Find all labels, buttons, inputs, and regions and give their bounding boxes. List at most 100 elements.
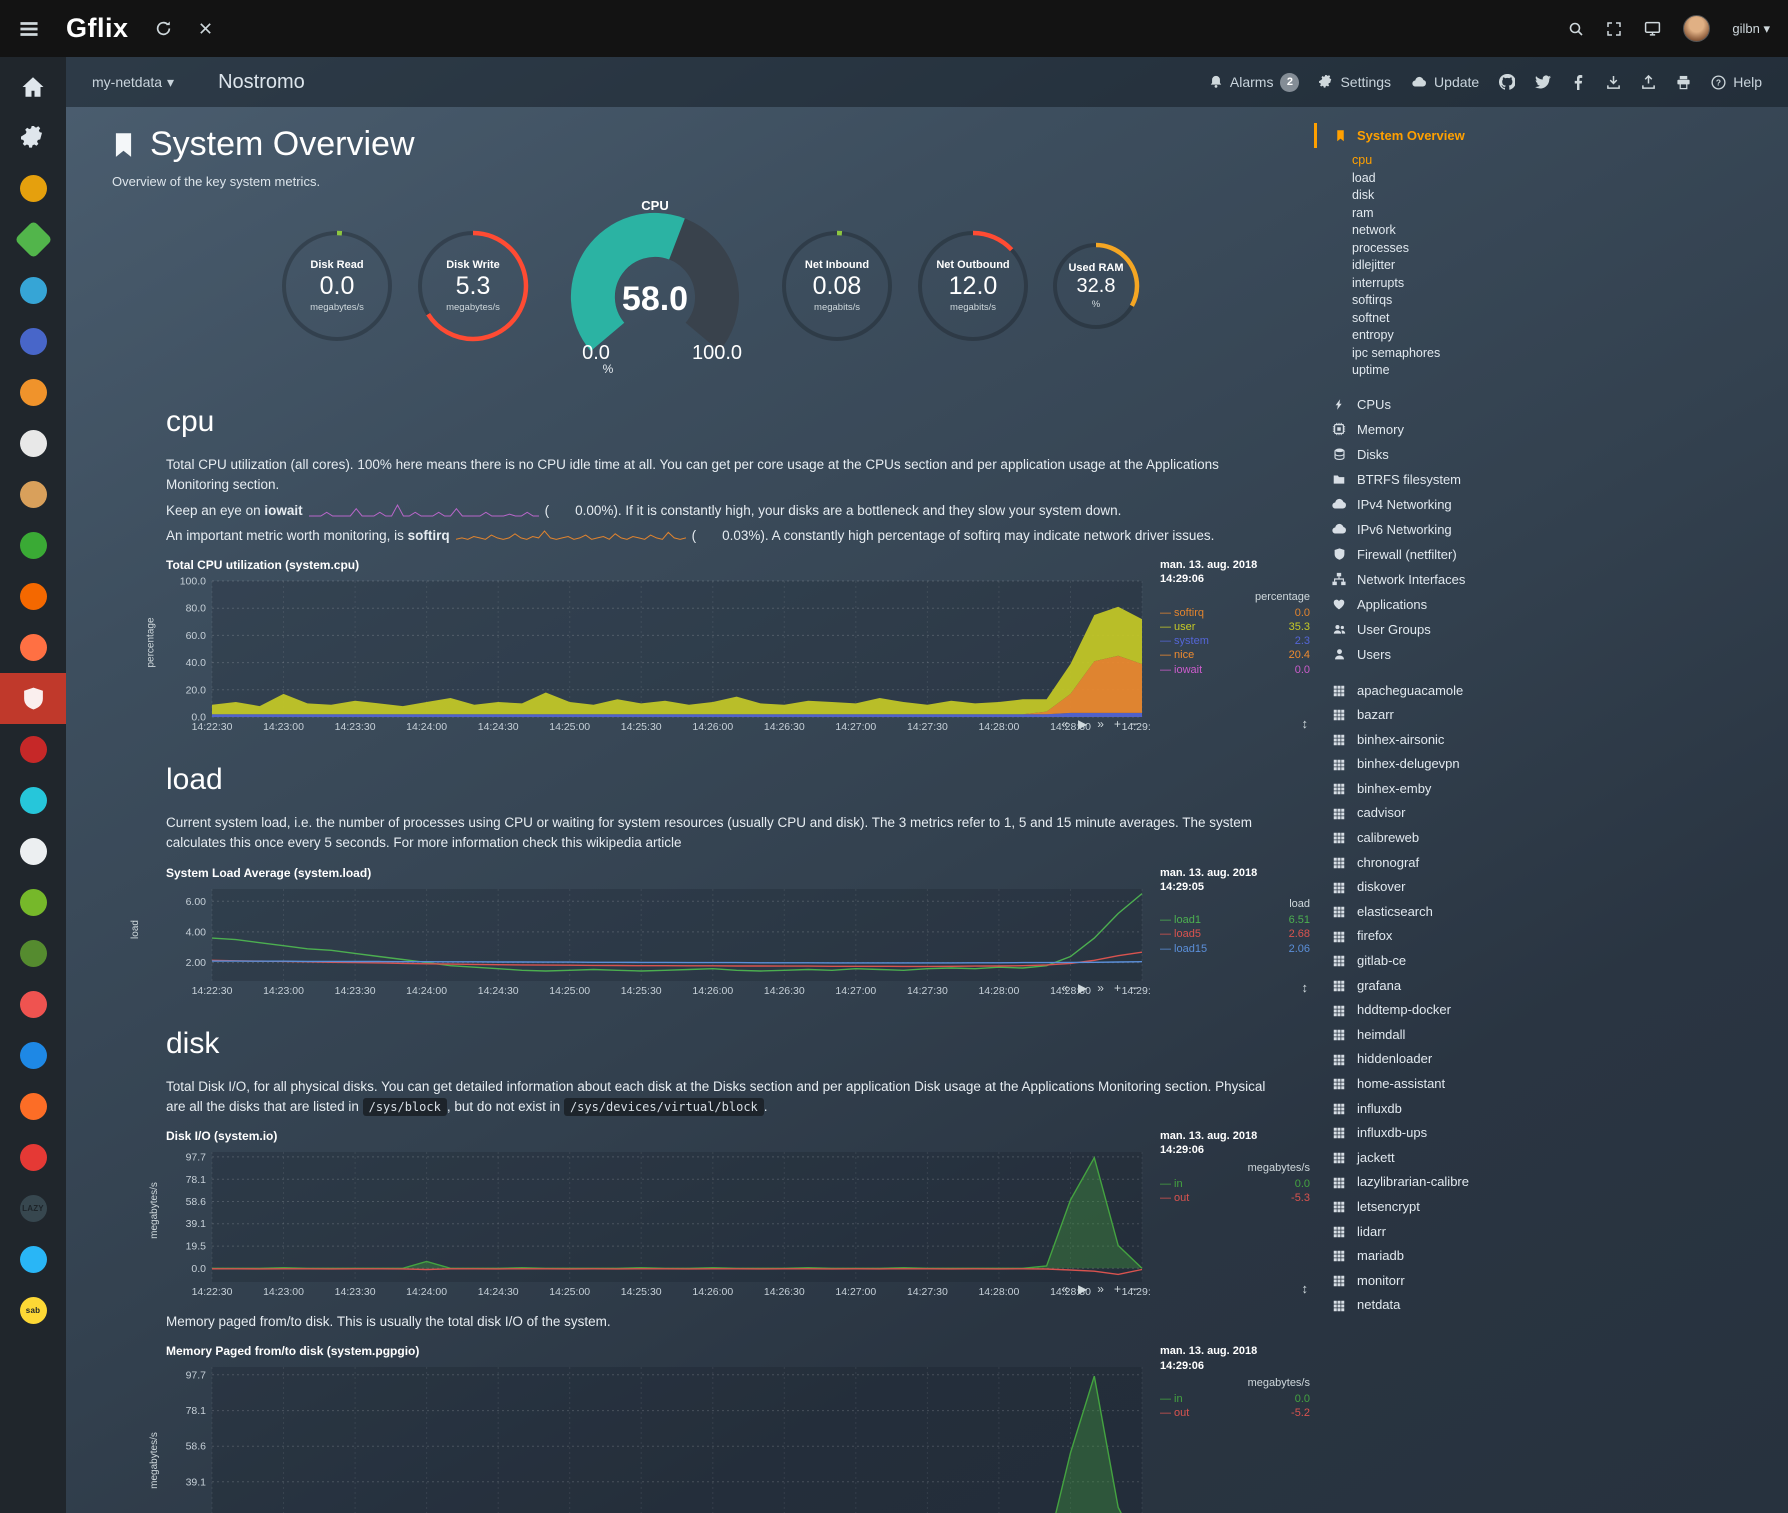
chart-play-button[interactable]: ▶	[1078, 1282, 1088, 1296]
nav-app-chronograf[interactable]: chronograf	[1330, 851, 1570, 876]
nav-app-home-assistant[interactable]: home-assistant	[1330, 1072, 1570, 1097]
sidebar-app-home-icon[interactable]	[0, 61, 66, 112]
nav-sub-ipc-semaphores[interactable]: ipc semaphores	[1352, 345, 1441, 360]
legend-item-out[interactable]: — out -5.2	[1160, 1407, 1310, 1420]
facebook-icon[interactable]	[1571, 74, 1586, 90]
sidebar-app-sabnzbd-icon[interactable]: sab	[0, 1285, 66, 1336]
nav-sub-disk[interactable]: disk	[1352, 188, 1375, 202]
chart-resize-handle[interactable]: ↕	[1301, 979, 1309, 995]
sidebar-app-app-14-icon[interactable]	[0, 724, 66, 775]
nav-section-ipv4-networking[interactable]: IPv4 Networking	[1330, 492, 1570, 517]
download-icon[interactable]	[1606, 75, 1621, 90]
nav-app-lidarr[interactable]: lidarr	[1330, 1220, 1570, 1245]
user-avatar[interactable]	[1683, 15, 1711, 42]
nav-section-users[interactable]: Users	[1330, 642, 1570, 667]
gauge-used-ram[interactable]: Used RAM 32.8%	[1050, 240, 1142, 332]
gauge-net-outbound[interactable]: Net Outbound 12.0 megabits/s	[914, 227, 1032, 345]
nav-section-firewall-netfilter[interactable]: Firewall (netfilter)	[1330, 542, 1570, 567]
sidebar-app-app-6-icon[interactable]	[0, 316, 66, 367]
nav-sub-network[interactable]: network	[1352, 223, 1396, 237]
host-dropdown[interactable]: my-netdata ▾	[92, 73, 175, 91]
help-button[interactable]: ? Help	[1711, 74, 1762, 90]
refresh-icon[interactable]	[155, 20, 172, 37]
sidebar-app-gitlab-icon[interactable]	[0, 1081, 66, 1132]
nav-system-overview[interactable]: System Overview	[1314, 123, 1570, 148]
chart-zoom-in-button[interactable]: +	[1113, 980, 1121, 995]
sidebar-app-settings-icon[interactable]	[0, 112, 66, 163]
nav-app-jackett[interactable]: jackett	[1330, 1146, 1570, 1171]
nav-sub-load[interactable]: load	[1352, 170, 1376, 185]
legend-item-system[interactable]: — system 2.3	[1160, 635, 1310, 648]
chart-plot[interactable]: 14:22:30 14:23:00 14:23:30 14:24:00 14:24:30…	[166, 575, 1150, 734]
chart-resize-handle[interactable]: ↕	[1301, 1281, 1309, 1296]
gauge-cpu[interactable]: CPU 58.0 0.0 100.0%	[550, 197, 760, 376]
nav-app-hiddenloader[interactable]: hiddenloader	[1330, 1047, 1570, 1072]
sidebar-app-app-16-icon[interactable]	[0, 826, 66, 877]
user-menu[interactable]: gilbn ▾	[1732, 20, 1770, 36]
sidebar-app-app-22-icon[interactable]	[0, 1132, 66, 1183]
chart-rewind-button[interactable]: «	[1061, 1282, 1069, 1296]
sidebar-app-emby-icon[interactable]	[0, 214, 66, 265]
nav-section-applications[interactable]: Applications	[1330, 592, 1570, 617]
nav-sub-cpu[interactable]: cpu	[1352, 153, 1373, 167]
github-icon[interactable]	[1499, 74, 1516, 90]
sidebar-app-app-12-icon[interactable]	[0, 622, 66, 673]
sidebar-app-app-19-icon[interactable]	[0, 979, 66, 1030]
nav-app-influxdb[interactable]: influxdb	[1330, 1097, 1570, 1122]
sidebar-app-app-18-icon[interactable]	[0, 928, 66, 979]
sidebar-app-grafana-icon[interactable]	[0, 571, 66, 622]
legend-item-load1[interactable]: — load1 6.51	[1160, 914, 1310, 927]
nav-sub-softnet[interactable]: softnet	[1352, 310, 1390, 325]
nav-app-letsencrypt[interactable]: letsencrypt	[1330, 1195, 1570, 1220]
nav-app-bazarr[interactable]: bazarr	[1330, 703, 1570, 728]
nav-app-mariadb[interactable]: mariadb	[1330, 1244, 1570, 1269]
brand-logo[interactable]: Gflix	[66, 13, 129, 43]
nav-sub-softirqs[interactable]: softirqs	[1352, 293, 1393, 307]
nav-app-influxdb-ups[interactable]: influxdb-ups	[1330, 1121, 1570, 1146]
nav-app-binhex-delugevpn[interactable]: binhex-delugevpn	[1330, 752, 1570, 777]
chart-play-button[interactable]: ▶	[1078, 980, 1088, 995]
nav-sub-entropy[interactable]: entropy	[1352, 328, 1394, 342]
fullscreen-icon[interactable]	[1606, 21, 1622, 37]
nav-app-apacheguacamole[interactable]: apacheguacamole	[1330, 679, 1570, 704]
upload-icon[interactable]	[1641, 74, 1656, 90]
nav-sub-idlejitter[interactable]: idlejitter	[1352, 258, 1396, 272]
nav-app-calibreweb[interactable]: calibreweb	[1330, 826, 1570, 851]
chart-zoom-out-button[interactable]: −	[1130, 980, 1138, 995]
nav-app-cadvisor[interactable]: cadvisor	[1330, 801, 1570, 826]
nav-app-lazylibrarian-calibre[interactable]: lazylibrarian-calibre	[1330, 1170, 1570, 1195]
nav-app-elasticsearch[interactable]: elasticsearch	[1330, 900, 1570, 925]
legend-item-nice[interactable]: — nice 20.4	[1160, 649, 1310, 662]
legend-item-out[interactable]: — out -5.3	[1160, 1191, 1310, 1204]
sidebar-app-app-24-icon[interactable]	[0, 1234, 66, 1285]
nav-app-heimdall[interactable]: heimdall	[1330, 1023, 1570, 1048]
chart-forward-button[interactable]: »	[1097, 717, 1104, 731]
sidebar-app-app-15-icon[interactable]	[0, 775, 66, 826]
nav-app-netdata[interactable]: netdata	[1330, 1293, 1570, 1318]
nav-section-user-groups[interactable]: User Groups	[1330, 617, 1570, 642]
print-icon[interactable]	[1676, 75, 1691, 90]
chart-zoom-out-button[interactable]: −	[1130, 717, 1138, 731]
chart-forward-button[interactable]: »	[1097, 1282, 1104, 1296]
nav-sub-ram[interactable]: ram	[1352, 205, 1374, 220]
legend-item-load5[interactable]: — load5 2.68	[1160, 928, 1310, 941]
settings-button[interactable]: Settings	[1319, 74, 1391, 90]
chart-zoom-out-button[interactable]: −	[1130, 1282, 1138, 1296]
update-button[interactable]: Update	[1411, 74, 1479, 90]
nav-section-disks[interactable]: Disks	[1330, 442, 1570, 467]
chart-play-button[interactable]: ▶	[1078, 717, 1088, 731]
nav-app-gitlab-ce[interactable]: gitlab-ce	[1330, 949, 1570, 974]
sidebar-app-app-10-icon[interactable]	[0, 520, 66, 571]
sidebar-app-app-5-icon[interactable]	[0, 265, 66, 316]
nav-sub-uptime[interactable]: uptime	[1352, 363, 1390, 377]
sidebar-app-app-8-icon[interactable]	[0, 418, 66, 469]
chart-forward-button[interactable]: »	[1097, 980, 1104, 995]
hamburger-menu-icon[interactable]	[18, 18, 40, 40]
sidebar-app-app-9-icon[interactable]	[0, 469, 66, 520]
nav-section-network-interfaces[interactable]: Network Interfaces	[1330, 567, 1570, 592]
legend-item-load15[interactable]: — load15 2.06	[1160, 942, 1310, 955]
gauge-net-inbound[interactable]: Net Inbound 0.08 megabits/s	[778, 227, 896, 345]
nav-section-memory[interactable]: Memory	[1330, 417, 1570, 442]
sidebar-app-plex-icon[interactable]	[0, 163, 66, 214]
sidebar-app-lazylibrarian-icon[interactable]: LAZY	[0, 1183, 66, 1234]
